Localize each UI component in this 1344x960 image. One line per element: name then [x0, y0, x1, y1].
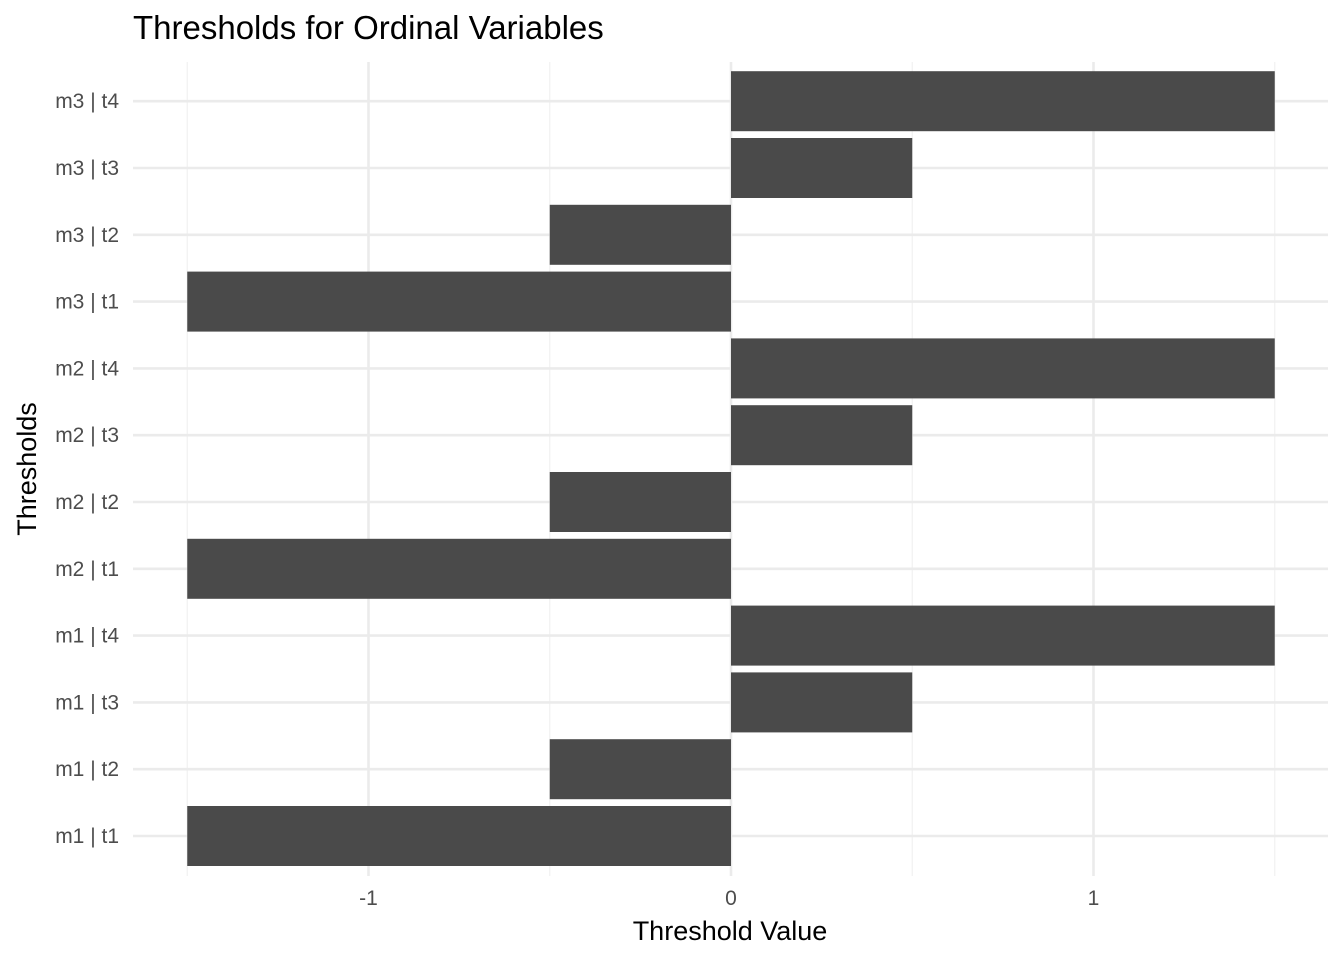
bar: [187, 806, 731, 866]
x-axis-title: Threshold Value: [633, 916, 828, 946]
bar: [731, 605, 1275, 666]
x-tick-label: 0: [725, 887, 737, 910]
x-tick-label: 1: [1088, 887, 1100, 910]
bar: [731, 71, 1275, 132]
bar: [549, 739, 731, 800]
bar: [731, 405, 913, 466]
y-tick-label: m2 | t3: [55, 424, 119, 447]
y-tick-label: m2 | t2: [55, 491, 119, 514]
y-tick-label: m3 | t4: [55, 90, 119, 113]
bar: [187, 538, 731, 599]
y-axis-title: Thresholds: [12, 402, 42, 536]
y-axis-tick-labels: m1 | t1 m1 | t2 m1 | t3 m1 | t4 m2 | t1 m2 | …: [55, 90, 119, 848]
y-tick-label: m3 | t2: [55, 224, 119, 247]
y-tick-label: m3 | t1: [55, 291, 119, 314]
bar: [187, 271, 731, 332]
y-tick-label: m2 | t4: [55, 357, 119, 380]
x-axis-tick-labels: -1 0 1: [359, 887, 1099, 910]
bar: [731, 672, 913, 733]
bar: [549, 204, 731, 265]
y-tick-label: m1 | t4: [55, 625, 119, 648]
bar: [731, 338, 1275, 399]
y-tick-label: m1 | t1: [55, 825, 119, 848]
bar: [549, 472, 731, 532]
y-tick-label: m2 | t1: [55, 558, 119, 581]
y-tick-label: m1 | t3: [55, 691, 119, 714]
x-tick-label: -1: [359, 887, 378, 910]
bar: [731, 138, 913, 198]
y-tick-label: m1 | t2: [55, 758, 119, 781]
bars: [187, 71, 1275, 866]
y-tick-label: m3 | t3: [55, 157, 119, 180]
chart-title: Thresholds for Ordinal Variables: [133, 9, 604, 46]
